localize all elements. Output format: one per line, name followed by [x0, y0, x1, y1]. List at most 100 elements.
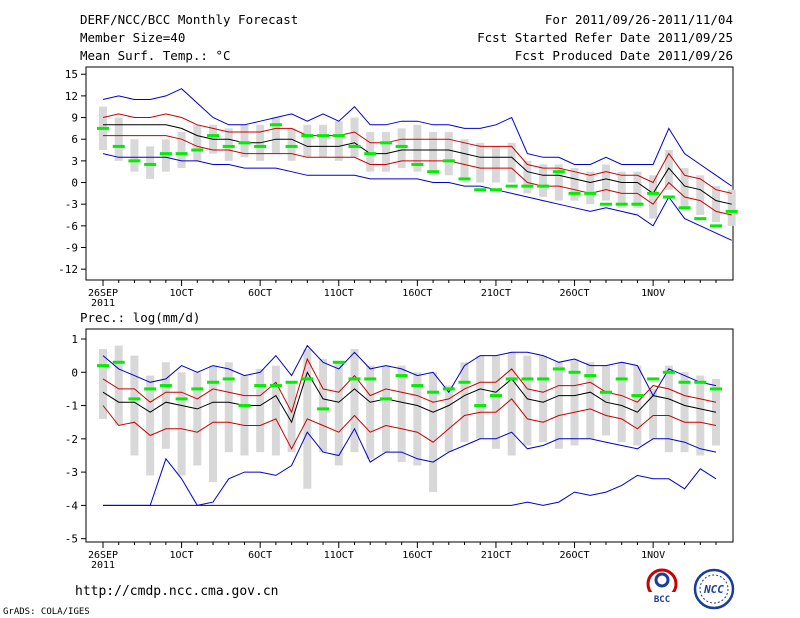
temp-xtick-label: 1NOV: [641, 288, 665, 299]
temp-spread-box: [460, 139, 469, 179]
temp-median-mark: [301, 134, 314, 138]
temp-median-mark: [254, 144, 267, 148]
prec-max-line: [102, 344, 717, 397]
temp-median-mark: [521, 184, 534, 188]
prec-spread-box: [554, 362, 563, 449]
prec-median-mark: [348, 377, 361, 381]
prec-median-mark: [489, 394, 502, 398]
temp-spread-box: [507, 142, 516, 183]
precip-panel-title: Prec.: log(mm/d): [80, 310, 200, 325]
prec-xtick-label: 21OCT: [481, 550, 511, 561]
temp-min-line: [102, 153, 732, 241]
ncc-logo-inner-ring: [699, 574, 729, 604]
variable-label: Mean Surf. Temp.: °C: [80, 48, 231, 63]
prec-median-mark: [505, 377, 518, 381]
temp-xtick-label: 1OCT: [170, 288, 194, 299]
temp-median-mark: [725, 209, 738, 213]
prec-mean-minus-sd-line: [102, 398, 717, 450]
prec-spread-box: [271, 365, 280, 456]
temp-max-line: [102, 88, 732, 187]
temp-median-mark: [458, 177, 471, 181]
prec-spread-box: [209, 365, 218, 483]
prec-median-mark: [379, 397, 392, 401]
temp-xtick-label: 21OCT: [481, 288, 511, 299]
temp-spread-box: [680, 168, 689, 208]
prec-median-mark: [269, 384, 282, 388]
temp-mean-line: [103, 124, 732, 205]
prec-spread-box: [397, 365, 406, 463]
temp-median-mark: [584, 191, 597, 195]
source-url[interactable]: http://cmdp.ncc.cma.gov.cn: [75, 584, 279, 599]
prec-median-mark: [647, 377, 660, 381]
member-size: Member Size=40: [80, 30, 185, 45]
forecast-title: DERF/NCC/BCC Monthly Forecast: [80, 12, 298, 27]
prec-spread-box: [664, 365, 673, 453]
temp-ytick-label: -6: [65, 220, 78, 233]
prec-spread-box: [130, 355, 139, 456]
prec-mean-line: [102, 371, 717, 424]
temp-spread-box: [554, 164, 563, 201]
prec-spread-box: [712, 378, 720, 446]
temp-spread-box: [413, 124, 422, 172]
temp-xtick-label: 11OCT: [324, 288, 354, 299]
temp-spread-box: [712, 186, 720, 223]
prec-ytick-label: -1: [65, 400, 78, 413]
temp-spread-box: [649, 175, 658, 219]
temp-xtick-label: 6OCT: [248, 288, 272, 299]
prec-median-mark: [395, 374, 408, 378]
started-refer-date: Fcst Started Refer Date 2011/09/25: [477, 30, 733, 45]
prec-ytick-label: -2: [65, 433, 78, 446]
prec-median-mark: [112, 360, 125, 364]
prec-spread-box: [570, 358, 579, 446]
prec-xtick-label: 11OCT: [324, 550, 354, 561]
temp-xtick-label: 26SEP: [88, 288, 118, 299]
prec-median-mark: [552, 367, 565, 371]
prec-xtick-label: 26SEP: [88, 550, 118, 561]
prec-spread-box: [429, 372, 438, 493]
temp-spread-box: [696, 175, 705, 216]
prec-min-low-line: [103, 468, 717, 506]
temp-median-mark: [694, 217, 707, 221]
prec-spread-box: [460, 362, 469, 443]
temp-median-mark: [599, 202, 612, 206]
temp-spread-box: [177, 131, 186, 169]
temp-median-mark: [568, 191, 581, 195]
forecast-period: For 2011/09/26-2011/11/04: [545, 12, 733, 27]
temp-median-mark: [662, 195, 675, 199]
prec-spread-box: [601, 365, 610, 436]
temp-spread-box: [114, 117, 123, 161]
temp-spread-box: [193, 124, 202, 161]
prec-median-mark: [207, 380, 220, 384]
temp-year-label: 2011: [91, 298, 115, 309]
prec-median-mark: [285, 380, 298, 384]
prec-median-mark: [631, 394, 644, 398]
temperature-panel: 15 12 9 6 3 0 -3 -6 -9 -12 26SEP 1OCT 6OCT 11OCT 16OCT…: [58, 66, 738, 309]
prec-xtick-label: 1OCT: [170, 550, 194, 561]
temp-median-mark: [222, 144, 235, 148]
prec-ytick-label: -3: [65, 466, 78, 479]
temp-spread-box: [366, 131, 375, 172]
prec-median-mark: [128, 397, 141, 401]
bcc-logo-swirl: [654, 572, 670, 588]
prec-median-mark: [710, 387, 722, 391]
prec-spread-box: [413, 372, 422, 466]
prec-median-mark: [458, 380, 471, 384]
prec-mean-plus-sd-line: [102, 357, 717, 414]
prec-spread-box: [240, 375, 249, 456]
temp-ytick-label: 15: [65, 68, 78, 81]
prec-spread-box: [633, 365, 642, 446]
bcc-logo-text: BCC: [654, 595, 670, 605]
temp-spread-box: [476, 142, 485, 183]
temp-median-mark: [474, 188, 487, 192]
temp-ytick-label: -12: [58, 263, 78, 276]
prec-xtick-label: 26OCT: [559, 550, 589, 561]
prec-median-mark: [175, 397, 188, 401]
prec-ytick-label: -5: [65, 533, 78, 546]
temp-median-mark: [615, 202, 628, 206]
temp-median-mark: [411, 162, 424, 166]
temp-mean-minus-sd-line: [103, 135, 732, 216]
temp-spread-box: [523, 160, 532, 194]
prec-year-label: 2011: [91, 560, 115, 571]
temp-median-mark: [348, 144, 361, 148]
temp-spread-box: [224, 128, 233, 161]
